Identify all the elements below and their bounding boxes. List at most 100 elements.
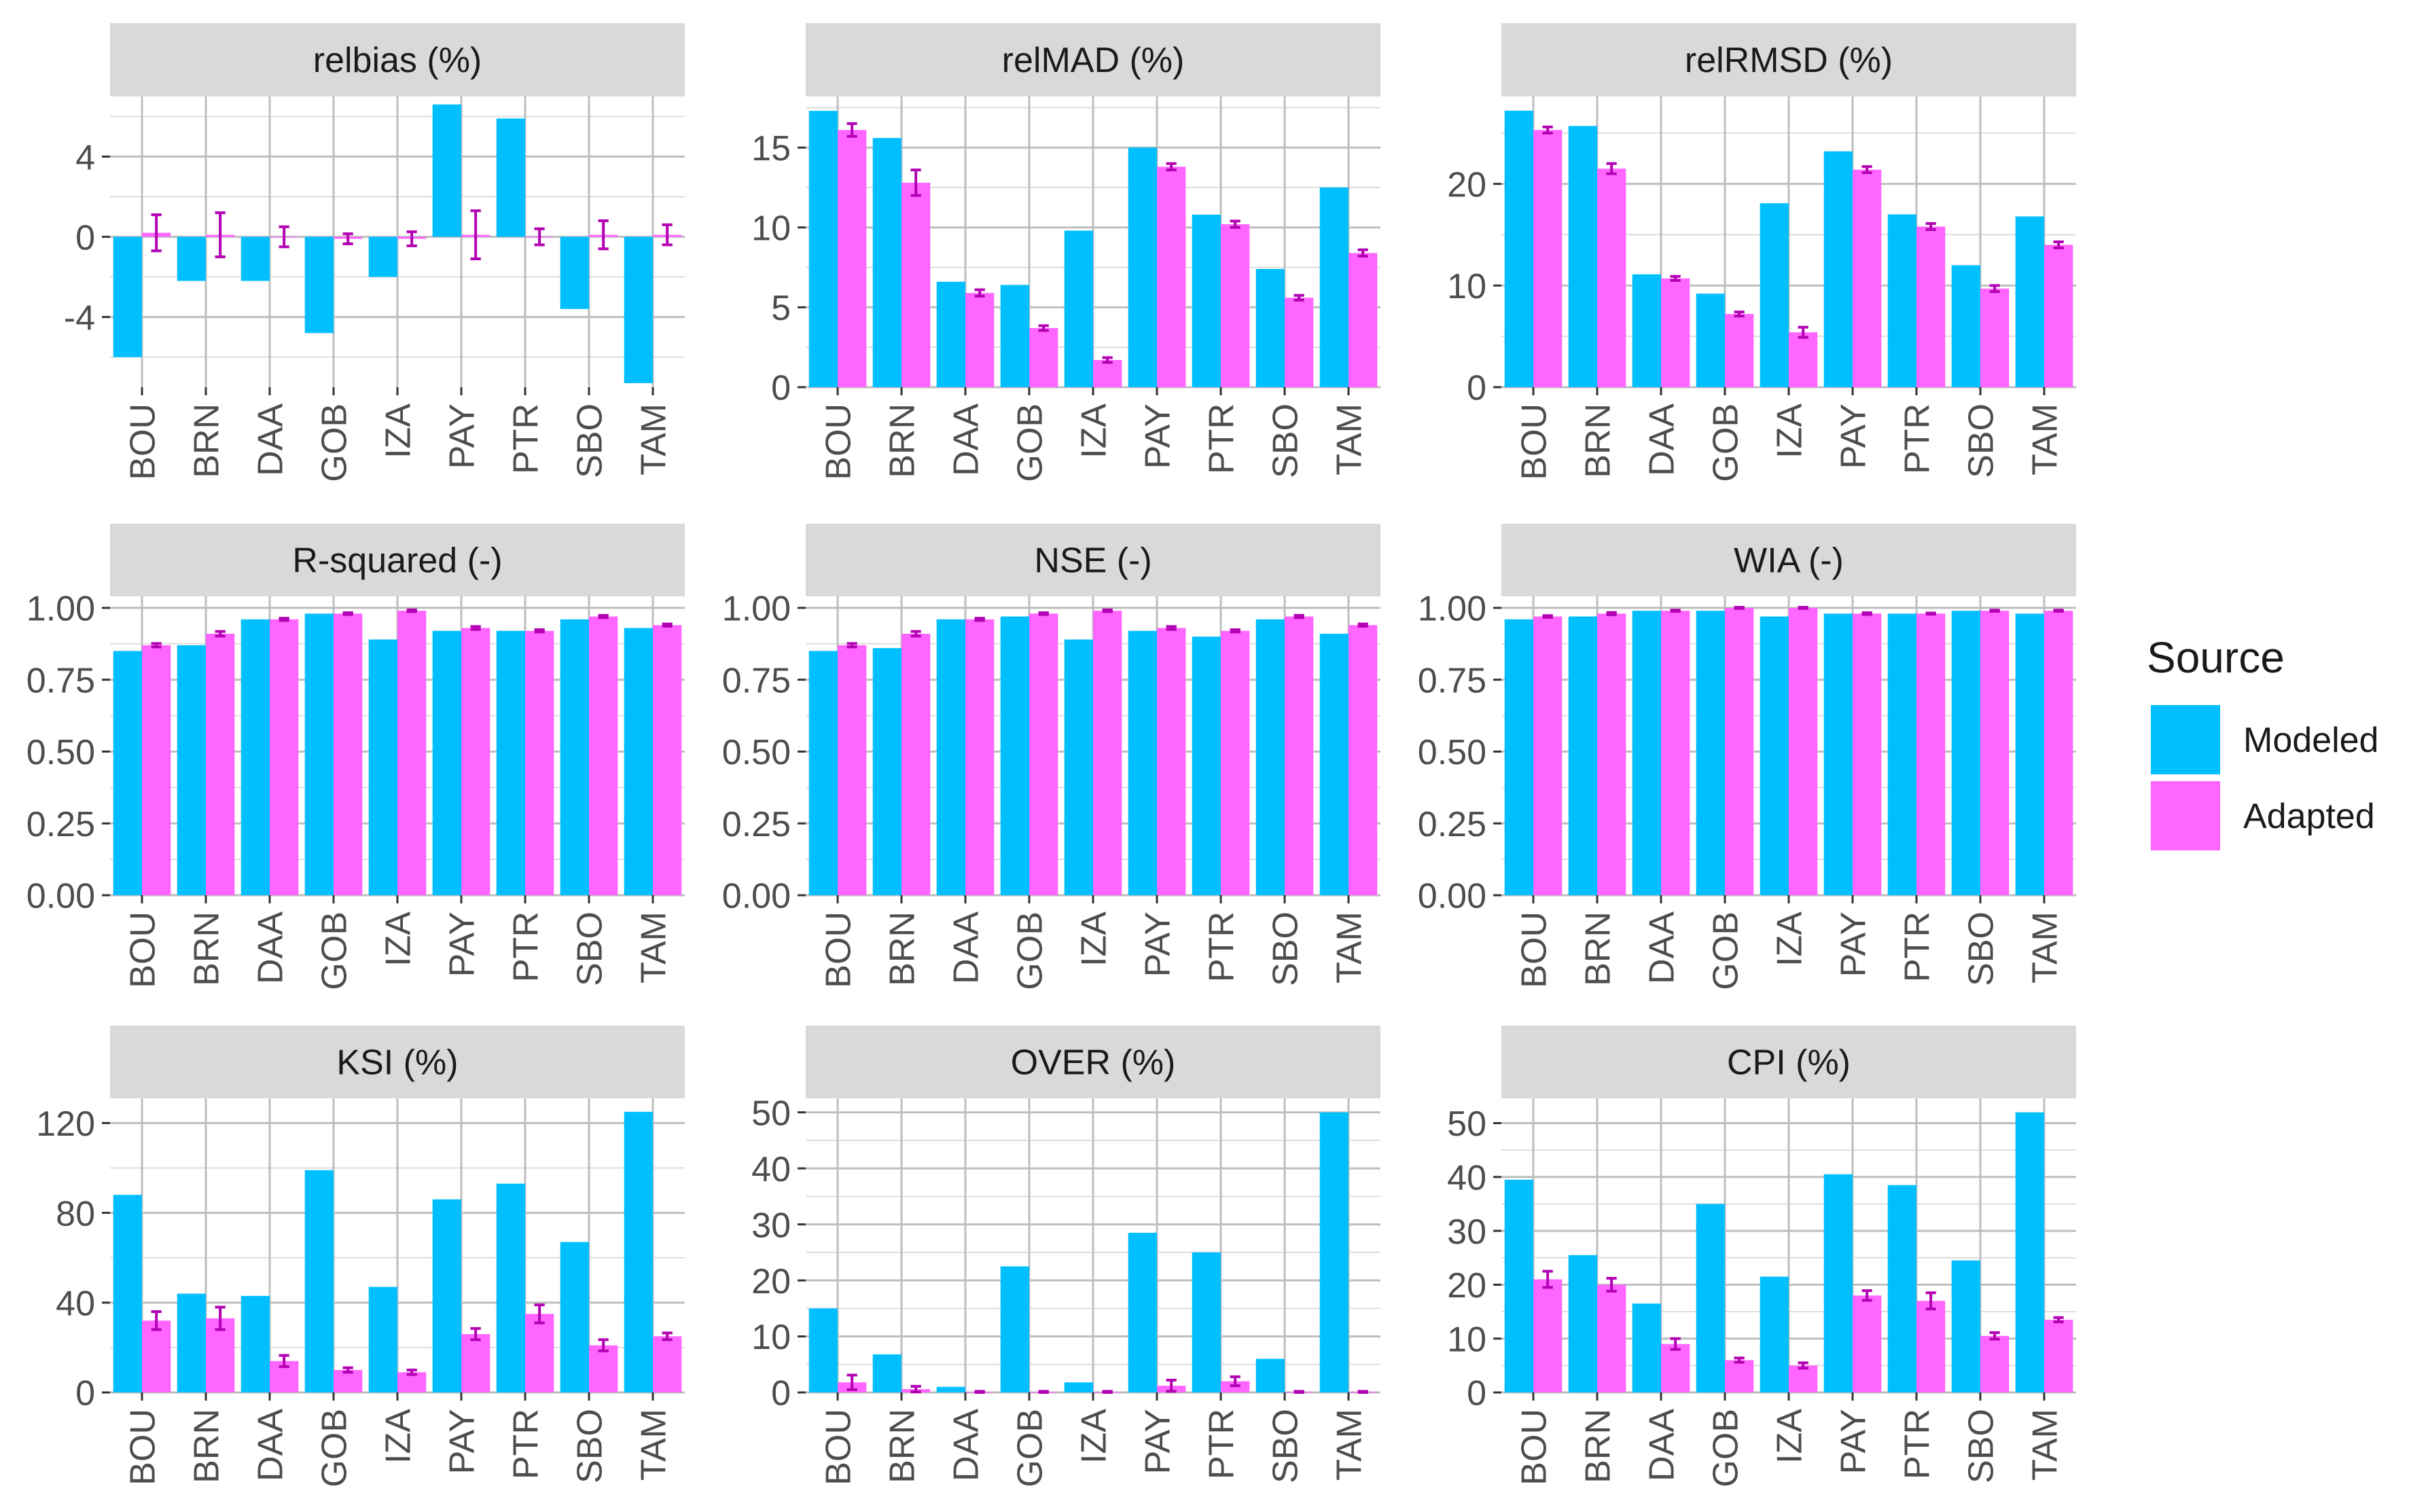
- bar-modeled-sbo: [560, 236, 589, 309]
- x-tick-label-tam: TAM: [2026, 912, 2065, 984]
- x-tick-label-pay: PAY: [1139, 403, 1178, 469]
- bar-modeled-iza: [368, 639, 397, 895]
- facet-panel-2: relMAD (%) 0 5 10 15 BOU BRN DAA GOB IZA PAY PTR SBO…: [751, 23, 1380, 482]
- x-tick-label-bou: BOU: [124, 1409, 163, 1486]
- x-tick-label-bou: BOU: [124, 912, 163, 988]
- bar-adapted-bou: [1533, 130, 1563, 387]
- bar-adapted-sbo: [1980, 288, 2010, 387]
- x-tick-label-gob: GOB: [1707, 403, 1746, 482]
- y-tick-label: 1.00: [722, 590, 791, 629]
- y-tick-label: 30: [1447, 1212, 1486, 1252]
- y-tick-label: 0: [1467, 1374, 1486, 1414]
- bar-modeled-sbo: [1951, 265, 1980, 387]
- x-tick-label-daa: DAA: [251, 912, 291, 984]
- bar-adapted-bou: [1533, 1279, 1563, 1392]
- x-tick-label-iza: IZA: [1770, 912, 1810, 967]
- bar-adapted-sbo: [1285, 298, 1314, 387]
- bar-adapted-tam: [1349, 625, 1378, 895]
- y-tick-label: 0.00: [722, 877, 791, 916]
- facet-panel-5: NSE (-) 0.00 0.25 0.50 0.75 1.00 BOU BRN DAA GOB I…: [722, 524, 1380, 990]
- x-tick-label-iza: IZA: [379, 403, 418, 458]
- x-tick-label-daa: DAA: [1643, 912, 1682, 984]
- x-tick-label-ptr: PTR: [1898, 912, 1938, 982]
- bar-modeled-brn: [1568, 1255, 1597, 1392]
- bar-modeled-bou: [1504, 619, 1533, 895]
- bar-adapted-tam: [653, 625, 682, 895]
- bar-adapted-pay: [1853, 1295, 1882, 1392]
- y-tick-label: 1.00: [1418, 590, 1486, 629]
- bar-modeled-pay: [432, 104, 461, 237]
- bar-adapted-sbo: [1980, 611, 2010, 895]
- bar-adapted-ptr: [1916, 226, 1946, 387]
- y-tick-label: 10: [1447, 267, 1486, 306]
- x-tick-label-sbo: SBO: [571, 403, 610, 478]
- y-tick-label: 0.00: [1418, 877, 1486, 916]
- bar-adapted-bou: [142, 645, 171, 895]
- x-tick-label-pay: PAY: [1834, 1409, 1874, 1474]
- bar-adapted-sbo: [1980, 1335, 2010, 1392]
- y-tick-label: 20: [751, 1262, 791, 1301]
- x-tick-label-ptr: PTR: [507, 912, 546, 982]
- facet-panel-1: relbias (%) -4 0 4 BOU BRN DAA GOB IZA PAY PTR SBO T…: [64, 23, 685, 482]
- bar-adapted-gob: [1725, 607, 1754, 895]
- bar-modeled-pay: [1823, 613, 1853, 895]
- y-tick-label: 10: [751, 209, 791, 249]
- bar-modeled-iza: [1760, 616, 1789, 895]
- facet-title: CPI (%): [1727, 1043, 1851, 1083]
- facet-strip: [1501, 524, 2076, 596]
- bar-adapted-iza: [1093, 360, 1122, 387]
- bar-modeled-sbo: [560, 619, 589, 895]
- x-tick-label-bou: BOU: [819, 1409, 859, 1486]
- bar-adapted-ptr: [525, 630, 554, 895]
- x-tick-label-iza: IZA: [1075, 1409, 1114, 1464]
- x-tick-label-bou: BOU: [819, 403, 859, 480]
- facet-panel-4: R-squared (-) 0.00 0.25 0.50 0.75 1.00 BOU BRN D…: [26, 524, 685, 990]
- x-tick-label-iza: IZA: [1770, 1409, 1810, 1464]
- x-tick-label-daa: DAA: [251, 403, 291, 476]
- bar-modeled-bou: [113, 236, 142, 357]
- bar-adapted-iza: [397, 611, 427, 895]
- bar-adapted-bou: [142, 1320, 171, 1392]
- bar-adapted-iza: [1789, 607, 1818, 895]
- x-tick-label-tam: TAM: [1330, 403, 1370, 475]
- bar-modeled-ptr: [1192, 1252, 1221, 1392]
- bar-modeled-bou: [1504, 1179, 1533, 1392]
- bar-adapted-bou: [838, 645, 867, 895]
- y-tick-label: 15: [751, 129, 791, 168]
- bar-adapted-pay: [1853, 169, 1882, 388]
- bar-modeled-gob: [1696, 293, 1725, 387]
- x-tick-label-daa: DAA: [251, 1409, 291, 1481]
- facet-strip: [806, 23, 1380, 96]
- x-tick-label-gob: GOB: [1011, 1409, 1050, 1488]
- bar-adapted-daa: [1661, 1344, 1690, 1392]
- y-tick-label: 80: [56, 1194, 95, 1234]
- bar-modeled-brn: [872, 1354, 902, 1392]
- x-tick-label-sbo: SBO: [1962, 403, 2001, 478]
- bar-adapted-tam: [2044, 245, 2073, 387]
- bar-modeled-daa: [240, 236, 270, 281]
- x-tick-label-tam: TAM: [635, 1409, 674, 1481]
- bar-modeled-bou: [113, 651, 142, 895]
- facet-title: relMAD (%): [1002, 41, 1185, 80]
- bar-modeled-gob: [1696, 1204, 1725, 1392]
- x-tick-label-daa: DAA: [1643, 403, 1682, 476]
- x-tick-label-ptr: PTR: [1898, 403, 1938, 474]
- legend-label-adapted: Adapted: [2243, 797, 2375, 836]
- bar-modeled-gob: [304, 613, 334, 895]
- x-tick-label-gob: GOB: [1011, 912, 1050, 990]
- bar-modeled-tam: [1319, 1112, 1349, 1392]
- bar-modeled-iza: [1064, 639, 1093, 895]
- y-tick-label: 0.25: [722, 805, 791, 844]
- bar-modeled-daa: [936, 619, 965, 895]
- x-tick-label-sbo: SBO: [1266, 1409, 1306, 1483]
- bar-modeled-brn: [872, 138, 902, 387]
- facet-strip: [110, 524, 685, 596]
- y-tick-label: 0: [771, 369, 791, 408]
- y-tick-label: 1.00: [26, 590, 95, 629]
- bar-modeled-tam: [624, 628, 653, 895]
- x-tick-label-bou: BOU: [124, 403, 163, 480]
- bar-modeled-ptr: [496, 630, 525, 895]
- bar-adapted-pay: [1853, 613, 1882, 895]
- bar-modeled-tam: [624, 236, 653, 384]
- bar-modeled-brn: [177, 645, 206, 895]
